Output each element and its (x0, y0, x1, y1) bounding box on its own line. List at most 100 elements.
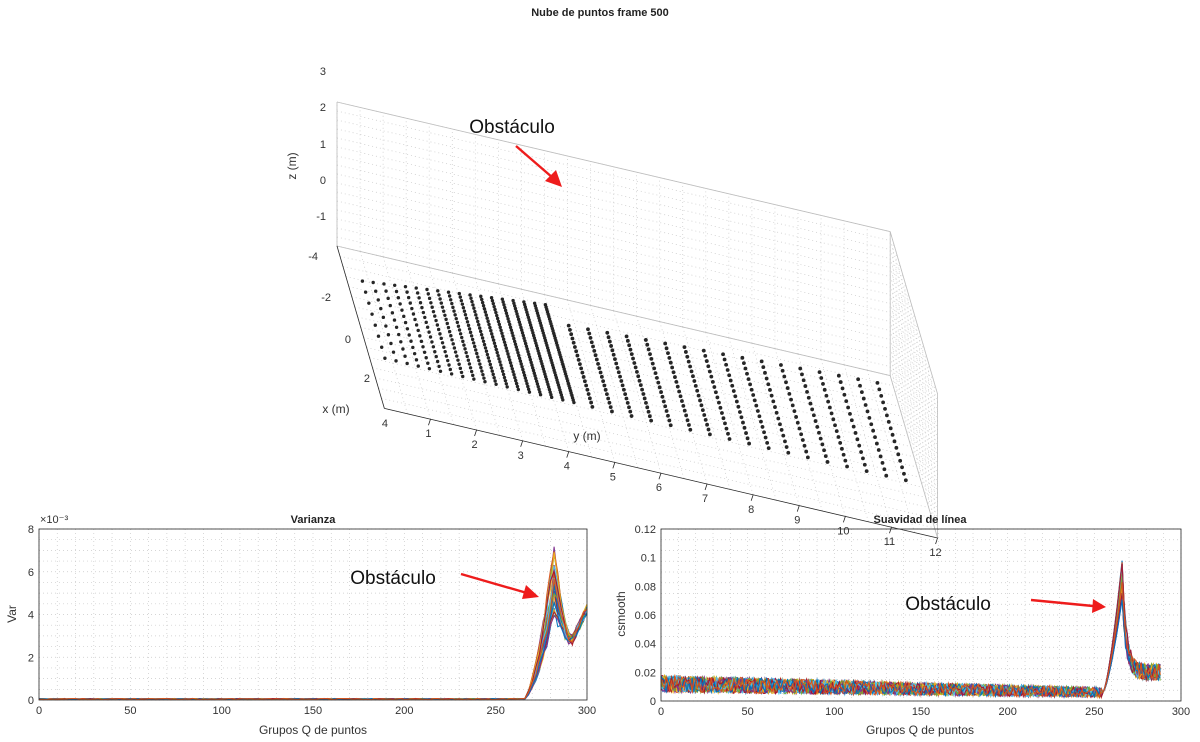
varianza-xlabel: Grupos Q de puntos (259, 723, 367, 737)
point (381, 315, 386, 320)
point (755, 409, 760, 413)
sidewall-gridline (889, 348, 938, 512)
point (522, 302, 527, 307)
point (490, 299, 495, 303)
point (629, 352, 634, 357)
point (607, 400, 612, 405)
point (784, 445, 789, 449)
point (663, 341, 668, 346)
point (688, 427, 693, 432)
suavidad-ticks: 0 50 100 150 200 250 300 0 0.02 0.04 0.06 0.08 0.1 0.… (635, 524, 1191, 718)
point (768, 388, 772, 392)
point (616, 370, 621, 375)
point (427, 366, 432, 371)
point (543, 372, 547, 376)
point (457, 328, 462, 332)
point (408, 301, 412, 305)
point (859, 450, 863, 454)
floor-gridline (797, 353, 846, 517)
point (522, 300, 526, 304)
point (621, 387, 626, 392)
y-tick-label: 2 (471, 439, 477, 451)
point (861, 396, 866, 401)
point (484, 349, 489, 353)
point (827, 405, 832, 410)
y-tick-label: 2 (28, 652, 34, 664)
suavidad-chart: Suavidad de línea 0 50 100 150 200 250 300 0 0.0… (614, 514, 1190, 737)
point (591, 344, 595, 349)
point (871, 428, 876, 433)
point (529, 360, 533, 365)
point (538, 393, 543, 397)
point (523, 339, 527, 343)
point (689, 369, 694, 374)
point (549, 393, 553, 397)
point (862, 462, 867, 467)
point (435, 359, 440, 364)
y-tick-label: 0.08 (635, 581, 656, 593)
point (531, 331, 535, 335)
sidewall-gridline (889, 249, 938, 413)
point (429, 301, 433, 305)
point (778, 422, 782, 427)
point (500, 297, 505, 301)
point (646, 409, 651, 414)
point (527, 355, 532, 359)
point (506, 352, 510, 356)
y-tick-label: 12 (929, 547, 941, 559)
point (475, 351, 479, 356)
point (821, 382, 825, 386)
point (853, 431, 858, 435)
point (483, 346, 488, 350)
point (637, 378, 642, 383)
point (851, 424, 856, 429)
point (412, 351, 417, 356)
point (523, 341, 528, 346)
point (667, 356, 672, 360)
point (436, 289, 440, 293)
point (516, 314, 520, 319)
point (801, 378, 806, 383)
point (596, 361, 600, 366)
point (759, 419, 763, 424)
point (764, 376, 769, 381)
point (526, 384, 530, 389)
point (589, 340, 594, 345)
point (430, 340, 434, 344)
point (606, 396, 611, 401)
point (471, 341, 476, 345)
point (745, 371, 749, 376)
point (843, 458, 848, 463)
point (451, 342, 455, 346)
point (548, 390, 552, 394)
point (628, 347, 633, 352)
point (508, 322, 512, 327)
point (415, 291, 420, 295)
suavidad-ylabel: csmooth (614, 591, 628, 636)
x-tick-label: 50 (124, 705, 136, 717)
point (471, 373, 475, 378)
point (696, 393, 701, 398)
point (504, 346, 508, 350)
point (894, 445, 899, 450)
point (884, 473, 889, 478)
point (805, 455, 810, 460)
series-line (660, 560, 1161, 699)
point (514, 309, 518, 313)
point (618, 374, 622, 379)
point (492, 341, 497, 345)
floor-gridline (348, 286, 903, 417)
point (529, 326, 534, 330)
point (447, 329, 452, 334)
point (614, 361, 619, 366)
point (647, 414, 652, 419)
x-tick-label: 150 (304, 705, 322, 717)
point (477, 323, 481, 327)
point (371, 280, 375, 285)
backwall-gridline (336, 164, 891, 295)
point (521, 367, 525, 372)
point (384, 324, 388, 328)
point (363, 290, 368, 294)
point (480, 297, 484, 302)
point (374, 289, 378, 293)
